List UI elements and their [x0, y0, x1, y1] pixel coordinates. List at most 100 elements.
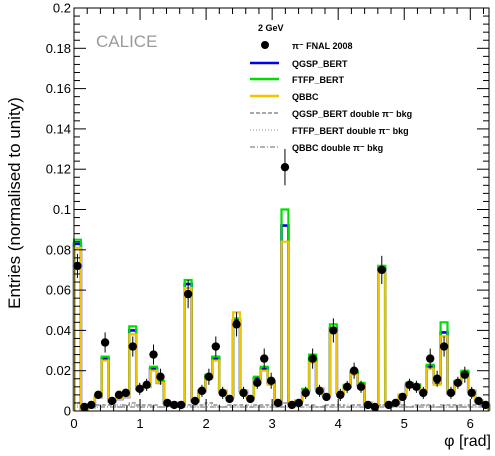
data-point — [266, 376, 276, 385]
data-point — [204, 372, 214, 381]
legend-entry-2: FTFP_BERT — [250, 75, 345, 85]
legend-label: QBBC double π⁻ bkg — [292, 143, 383, 153]
data-point — [190, 396, 200, 406]
data-point — [94, 390, 103, 400]
data-point — [87, 400, 96, 410]
data-point — [170, 400, 179, 410]
data-point — [253, 378, 262, 387]
x-tick-label: 4 — [335, 416, 342, 431]
data-point — [211, 342, 221, 351]
data-markers — [73, 149, 490, 412]
data-point — [460, 370, 470, 379]
y-axis-label: Entries (normalised to unity) — [5, 97, 24, 309]
data-point — [107, 396, 117, 406]
data-point — [474, 396, 483, 406]
data-point — [128, 342, 137, 351]
series-6-background — [73, 406, 490, 411]
legend-entry-4: QGSP_BERT double π⁻ bkg — [250, 109, 412, 119]
data-point — [142, 380, 151, 390]
y-tick-label: 0.04 — [46, 323, 71, 338]
data-point — [391, 398, 400, 408]
data-point — [453, 378, 463, 387]
x-tick-label: 6 — [467, 416, 474, 431]
data-point — [349, 366, 359, 375]
data-point — [80, 402, 89, 412]
data-point — [197, 386, 207, 396]
legend-entry-3: QBBC — [250, 92, 319, 102]
data-point — [329, 326, 338, 335]
y-tick-label: 0.1 — [53, 202, 71, 217]
data-point — [301, 388, 310, 398]
data-point — [405, 380, 414, 390]
data-point — [163, 398, 172, 408]
data-point — [100, 338, 110, 347]
legend-label: QBBC — [292, 92, 319, 102]
legend-entry-0: π⁻ FNAL 2008 — [261, 41, 353, 51]
data-point — [377, 265, 386, 275]
data-point — [232, 320, 241, 329]
y-tick-label: 0.08 — [46, 242, 71, 257]
data-point — [398, 392, 407, 402]
data-point — [342, 382, 352, 392]
data-point — [446, 388, 456, 398]
data-point — [260, 354, 269, 363]
y-tick-label: 0.06 — [46, 283, 71, 298]
x-axis-label: φ [rad] — [444, 433, 491, 450]
legend-label: π⁻ FNAL 2008 — [292, 41, 353, 51]
legend-label: QGSP_BERT — [292, 59, 348, 69]
x-tick-label: 1 — [136, 416, 143, 431]
series-6-step-line — [73, 406, 490, 411]
legend-entry-5: FTFP_BERT double π⁻ bkg — [250, 126, 409, 136]
series-5-background — [73, 404, 490, 411]
legend-entry-6: QBBC double π⁻ bkg — [250, 143, 383, 153]
data-point — [370, 402, 380, 412]
legend-label: FTFP_BERT double π⁻ bkg — [292, 126, 409, 136]
axes: 0 0.02 0.04 0.06 0.08 0.1 0.12 0.14 0.16 0.18 0.2 0… — [46, 1, 490, 431]
legend-label: FTFP_BERT — [292, 75, 345, 85]
data-point — [225, 394, 234, 404]
legend-marker — [261, 41, 269, 49]
data-point — [308, 354, 317, 363]
data-point — [412, 382, 421, 392]
series-5-step-line — [73, 404, 490, 411]
data-point — [149, 350, 158, 359]
legend-entry-1: QGSP_BERT — [250, 59, 348, 69]
y-tick-label: 0 — [64, 404, 71, 419]
x-tick-label: 3 — [269, 416, 276, 431]
data-point — [432, 374, 442, 383]
data-point — [322, 392, 331, 402]
data-point — [239, 388, 248, 398]
data-point — [135, 384, 144, 394]
y-tick-label: 0.2 — [53, 1, 71, 16]
data-point — [426, 354, 435, 363]
data-point — [246, 394, 255, 404]
data-point — [287, 400, 297, 410]
data-point — [419, 388, 428, 398]
y-tick-label: 0.16 — [46, 81, 71, 96]
data-point — [176, 400, 186, 410]
y-tick-label: 0.18 — [46, 41, 71, 56]
y-tick-label: 0.14 — [46, 121, 71, 136]
data-point — [121, 388, 131, 398]
simulation-histograms — [72, 208, 491, 411]
legend: 2 GeV π⁻ FNAL 2008 QGSP_BERT FTFP_BERT QBBC… — [250, 23, 412, 153]
data-point — [273, 398, 283, 408]
data-point — [467, 388, 476, 398]
data-point — [356, 382, 366, 392]
data-point — [183, 289, 193, 299]
x-tick-label: 2 — [202, 416, 209, 431]
data-point — [114, 390, 124, 400]
data-point — [439, 342, 449, 351]
x-tick-label: 0 — [70, 416, 77, 431]
data-point — [315, 386, 324, 396]
calice-watermark: CALICE — [96, 32, 157, 51]
x-tick-label: 5 — [401, 416, 408, 431]
data-point — [280, 162, 290, 172]
data-point — [336, 390, 345, 400]
y-tick-label: 0.02 — [46, 363, 71, 378]
data-point — [218, 388, 227, 398]
data-point — [481, 400, 490, 410]
y-axis-label-group: Entries (normalised to unity) — [5, 97, 24, 309]
data-point — [363, 400, 373, 410]
